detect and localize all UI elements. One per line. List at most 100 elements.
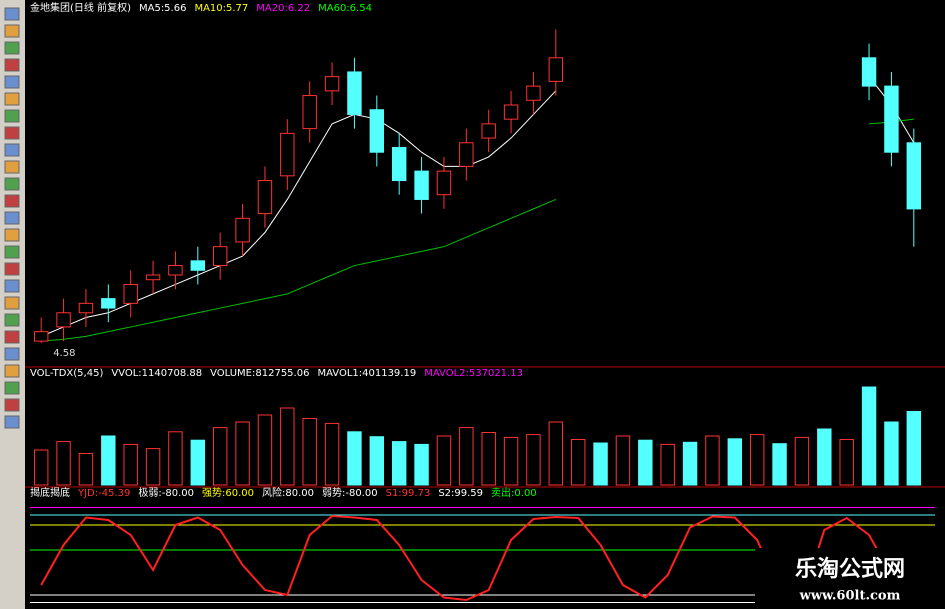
panel-title: 金地集团(日线 前复权) [30, 1, 131, 14]
candle-body [906, 142, 922, 210]
toolbar-button[interactable] [4, 262, 20, 276]
volume-bar [481, 432, 496, 486]
legend-entry: 弱势:-80.00 [322, 486, 378, 499]
volume-bar [56, 441, 71, 486]
candle-body [324, 76, 340, 92]
candle-body [280, 132, 295, 177]
volume-bar [391, 441, 407, 486]
toolbar-button[interactable] [4, 92, 20, 106]
candle-body [414, 170, 429, 200]
legend-entry: 强势:60.00 [202, 486, 254, 499]
legend-entry: 极弱:-80.00 [138, 486, 194, 499]
toolbar-button[interactable] [4, 177, 20, 191]
volume-bar [906, 411, 922, 486]
volume-bar [682, 441, 698, 486]
volume-bar [638, 439, 653, 486]
toolbar-button[interactable] [4, 330, 20, 344]
volume-bar [749, 434, 765, 486]
toolbar-button[interactable] [4, 58, 20, 72]
volume-bar [570, 439, 586, 486]
candle-body [459, 142, 474, 167]
candle-body [302, 95, 317, 130]
candle-body [78, 302, 94, 314]
toolbar-button[interactable] [4, 296, 20, 310]
candle-body [123, 283, 138, 304]
candle-body [861, 57, 877, 87]
volume-bar [414, 443, 429, 486]
volume-bar [772, 443, 787, 486]
watermark-box [755, 548, 945, 609]
candle-body [503, 104, 519, 120]
toolbar-button[interactable] [4, 245, 20, 259]
candle-body [101, 298, 116, 309]
toolbar-button[interactable] [4, 160, 20, 174]
legend-entry: MA20:6.22 [256, 3, 310, 14]
low-label: 4.58 [53, 348, 75, 359]
candle-body [481, 123, 496, 139]
volume-bar [123, 443, 138, 486]
candle-body [145, 274, 161, 281]
toolbar-button[interactable] [4, 279, 20, 293]
candle-body [235, 217, 250, 243]
volume-bar [839, 439, 854, 486]
legend-entry: VVOL:1140708.88 [111, 368, 202, 379]
panel-title: 揭底揭底 [30, 486, 70, 499]
toolbar-button[interactable] [4, 228, 20, 242]
candle-body [548, 57, 564, 82]
volume-bar [168, 431, 183, 486]
candle-body [884, 85, 899, 153]
volume-bar [347, 431, 362, 486]
volume-bar [369, 436, 385, 486]
toolbar-button[interactable] [4, 41, 20, 55]
candle-body [526, 85, 541, 101]
legend-entry: S2:99.59 [438, 488, 483, 499]
legend-entry: VOLUME:812755.06 [210, 368, 309, 379]
toolbar-button[interactable] [4, 109, 20, 123]
toolbar-button[interactable] [4, 313, 20, 327]
volume-bar [145, 448, 161, 486]
toolbar-button[interactable] [4, 126, 20, 140]
candle-body [33, 331, 49, 342]
legend-entry: 风险:80.00 [262, 486, 314, 499]
legend-entry: 卖出:0.00 [491, 486, 537, 499]
volume-bar [794, 436, 810, 486]
candle-body [369, 109, 385, 153]
legend-entry: MAVOL1:401139.19 [317, 368, 416, 379]
volume-bar [705, 435, 720, 486]
volume-bar [235, 421, 250, 486]
candle-body [347, 71, 362, 115]
toolbar-button[interactable] [4, 211, 20, 225]
volume-bar [548, 421, 564, 486]
toolbar-button[interactable] [4, 75, 20, 89]
toolbar-button[interactable] [4, 143, 20, 157]
volume-bar [212, 427, 228, 486]
candle-body [212, 246, 228, 267]
candle-body [257, 180, 273, 215]
panel-title: VOL-TDX(5,45) [30, 368, 103, 379]
volume-bar [526, 434, 541, 486]
legend-entry: MA60:6.54 [318, 3, 372, 14]
volume-bar [861, 386, 877, 486]
toolbar-button[interactable] [4, 24, 20, 38]
toolbar-button[interactable] [4, 347, 20, 361]
watermark-title: 乐淘公式网 [795, 556, 905, 582]
volume-bar [459, 427, 474, 486]
candle-body [168, 265, 183, 276]
volume-bar [324, 422, 340, 486]
legend-entry: MAVOL2:537021.13 [424, 368, 523, 379]
volume-bar [727, 438, 743, 486]
volume-bar [817, 428, 832, 486]
toolbar-button[interactable] [4, 194, 20, 208]
toolbar-button[interactable] [4, 7, 20, 21]
toolbar-button[interactable] [4, 364, 20, 378]
volume-bar [884, 421, 899, 486]
legend-entry: MA5:5.66 [139, 3, 186, 14]
volume-bar [593, 442, 608, 486]
toolbar-button[interactable] [4, 398, 20, 412]
toolbar-button[interactable] [4, 415, 20, 429]
toolbar-button[interactable] [4, 381, 20, 395]
volume-bar [660, 443, 675, 486]
candle-body [436, 170, 452, 196]
